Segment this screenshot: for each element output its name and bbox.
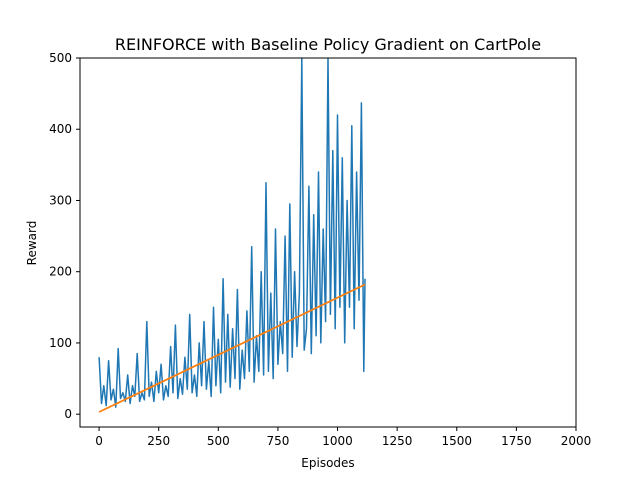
x-tick-label: 1750	[501, 434, 532, 448]
x-tick-label: 1000	[322, 434, 353, 448]
x-axis: 0 250 500 750 1000 1250 1500 1750 2000	[95, 427, 591, 448]
y-axis: 0 100 200 300 400 500	[49, 51, 80, 421]
x-axis-label: Episodes	[301, 456, 354, 470]
x-tick-label: 1500	[441, 434, 472, 448]
y-axis-label: Reward	[25, 221, 39, 266]
x-tick-label: 250	[147, 434, 170, 448]
x-tick-label: 2000	[561, 434, 592, 448]
trend-line	[98, 283, 366, 413]
x-tick-label: 1250	[382, 434, 413, 448]
y-tick-label: 400	[49, 122, 72, 136]
series-layer	[98, 58, 366, 413]
y-tick-label: 500	[49, 51, 72, 65]
y-tick-label: 200	[49, 265, 72, 279]
plot-frame	[79, 57, 577, 428]
chart-title: REINFORCE with Baseline Policy Gradient …	[115, 35, 541, 54]
y-tick-label: 0	[64, 407, 72, 421]
x-tick-label: 500	[207, 434, 230, 448]
x-tick-label: 750	[266, 434, 289, 448]
y-tick-label: 100	[49, 336, 72, 350]
y-tick-label: 300	[49, 193, 72, 207]
x-tick-label: 0	[95, 434, 103, 448]
